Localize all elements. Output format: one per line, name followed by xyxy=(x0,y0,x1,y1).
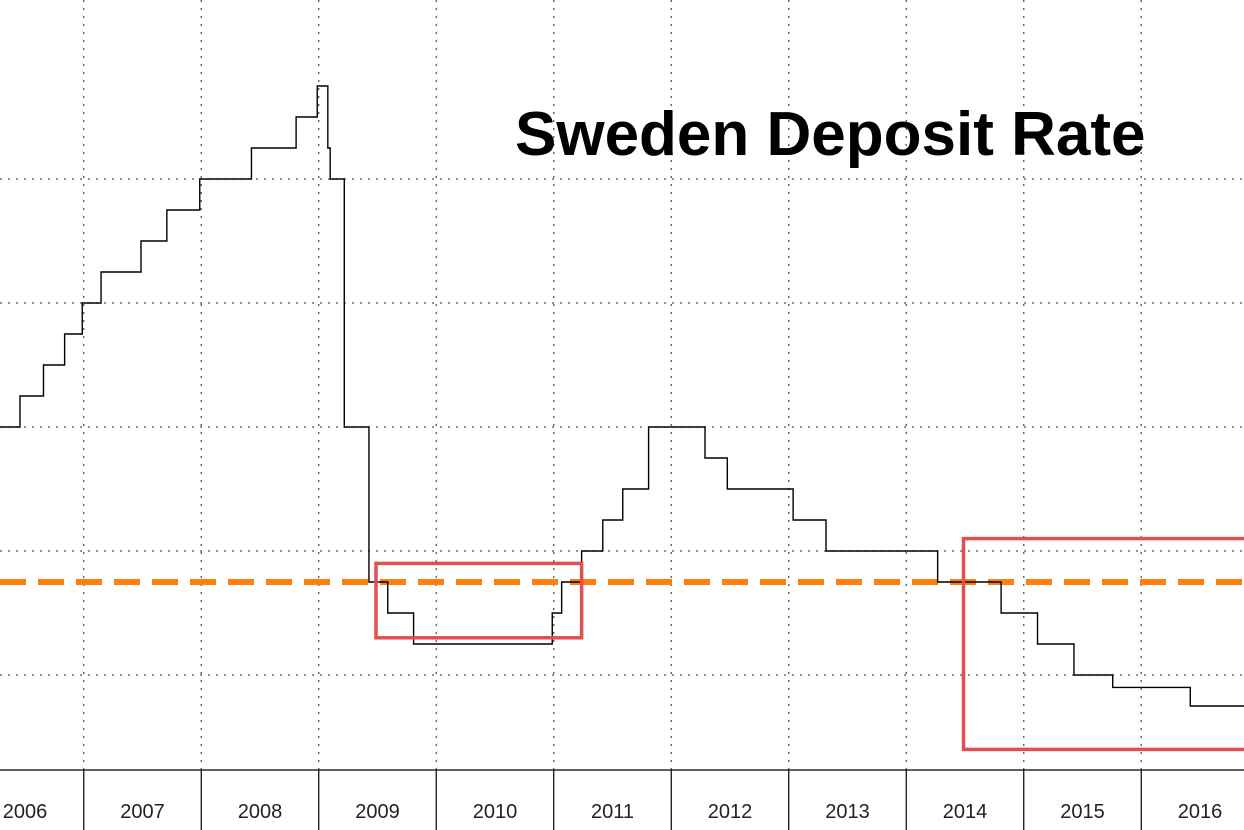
x-tick-label: 2012 xyxy=(708,801,753,823)
x-tick-label: 2014 xyxy=(943,801,988,823)
x-tick-label: 2008 xyxy=(238,801,283,823)
x-tick-label: 2016 xyxy=(1178,801,1223,823)
chart-title: Sweden Deposit Rate xyxy=(515,100,1145,169)
x-tick-label: 2006 xyxy=(3,801,48,823)
x-tick-label: 2011 xyxy=(591,801,634,823)
grid-lines xyxy=(0,0,1244,770)
x-tick-label: 2015 xyxy=(1060,801,1105,823)
highlight-box xyxy=(374,561,584,640)
deposit-rate-line xyxy=(0,85,1244,707)
x-tick-label: 2009 xyxy=(355,801,400,823)
x-tick-label: 2013 xyxy=(825,801,870,823)
x-tick-label: 2010 xyxy=(473,801,518,823)
highlight-boxes xyxy=(374,536,1244,752)
x-axis: 2006 2007 2008 2009 2010 2011 2012 2013 2014 2015… xyxy=(0,769,1244,830)
series-layer xyxy=(0,85,1244,707)
x-tick-label: 2007 xyxy=(120,801,165,823)
highlight-box xyxy=(961,536,1244,752)
